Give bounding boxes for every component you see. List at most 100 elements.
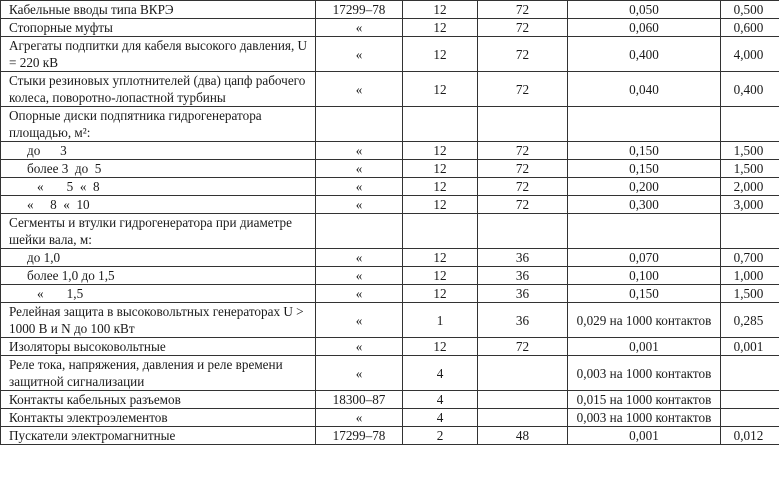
value-column-5: 0,150 — [567, 284, 721, 303]
value-column-4: 72 — [477, 195, 568, 214]
item-description: до 1,0 — [0, 248, 316, 267]
value-column-5: 0,070 — [567, 248, 721, 267]
value-column-3: 4 — [402, 408, 478, 427]
standard-number: « — [315, 284, 403, 303]
value-column-3: 4 — [402, 355, 478, 391]
value-column-3 — [402, 106, 478, 142]
table-row: более 1,0 до 1,5 «12 36 0,100 1,000 — [0, 266, 779, 285]
reliability-table: Кабельные вводы типа ВКРЭ 17299–78 12 72 0,0… — [0, 0, 779, 445]
value-column-5: 0,003 на 1000 контактов — [567, 408, 721, 427]
item-description: Контакты электроэлементов — [0, 408, 316, 427]
table-row: Опорные диски подпятника гидрогенератора… — [0, 106, 779, 142]
table-row: « 1,5 «12 36 0,150 1,500 — [0, 284, 779, 303]
value-column-5: 0,400 — [567, 36, 721, 72]
item-description: более 3 до 5 — [0, 159, 316, 178]
value-column-3: 12 — [402, 248, 478, 267]
standard-number: « — [315, 36, 403, 72]
value-column-5: 0,300 — [567, 195, 721, 214]
value-column-6: 0,700 — [720, 248, 779, 267]
standard-number: « — [315, 248, 403, 267]
table-row: Стыки резиновых уплотнителей (два) цапф … — [0, 71, 779, 107]
table-row: до 1,0 «12 36 0,070 0,700 — [0, 248, 779, 267]
item-description: Контакты кабельных разъемов — [0, 390, 316, 409]
value-column-6: 2,000 — [720, 177, 779, 196]
value-column-5: 0,029 на 1000 контактов — [567, 302, 721, 338]
value-column-4 — [477, 390, 568, 409]
value-column-3: 12 — [402, 0, 478, 19]
value-column-3: 12 — [402, 284, 478, 303]
value-column-3: 12 — [402, 141, 478, 160]
value-column-6: 0,600 — [720, 18, 779, 37]
standard-number: 18300–87 — [315, 390, 403, 409]
table-row: Контакты электроэлементов «4 0,003 на 1000… — [0, 408, 779, 427]
value-column-4: 72 — [477, 18, 568, 37]
value-column-5: 0,001 — [567, 426, 721, 445]
standard-number: « — [315, 71, 403, 107]
value-column-5: 0,200 — [567, 177, 721, 196]
standard-number: « — [315, 302, 403, 338]
value-column-4: 72 — [477, 0, 568, 19]
value-column-6: 4,000 — [720, 36, 779, 72]
value-column-6: 1,500 — [720, 159, 779, 178]
value-column-3: 12 — [402, 337, 478, 356]
standard-number: « — [315, 266, 403, 285]
value-column-4: 72 — [477, 71, 568, 107]
value-column-3: 12 — [402, 266, 478, 285]
item-description: Пускатели электромагнитные — [0, 426, 316, 445]
table-row: Агрегаты подпитки для кабеля высокого да… — [0, 36, 779, 72]
value-column-3: 12 — [402, 18, 478, 37]
value-column-4: 72 — [477, 141, 568, 160]
standard-number: « — [315, 195, 403, 214]
table-row: Сегменты и втулки гидрогенератора при ди… — [0, 213, 779, 249]
table-row: « 5 « 8 «12 72 0,200 2,000 — [0, 177, 779, 196]
value-column-4: 36 — [477, 266, 568, 285]
standard-number: « — [315, 177, 403, 196]
item-description: Стопорные муфты — [0, 18, 316, 37]
table-row: Кабельные вводы типа ВКРЭ 17299–78 12 72 0,0… — [0, 0, 779, 19]
value-column-5: 0,060 — [567, 18, 721, 37]
value-column-4: 36 — [477, 302, 568, 338]
value-column-6: 0,500 — [720, 0, 779, 19]
standard-number: « — [315, 141, 403, 160]
item-description: более 1,0 до 1,5 — [0, 266, 316, 285]
value-column-4: 72 — [477, 337, 568, 356]
value-column-5: 0,150 — [567, 141, 721, 160]
value-column-4: 48 — [477, 426, 568, 445]
value-column-4 — [477, 355, 568, 391]
value-column-6: 1,500 — [720, 141, 779, 160]
standard-number — [315, 106, 403, 142]
table-row: Контакты кабельных разъемов 18300–87 4 0,01… — [0, 390, 779, 409]
item-description: Сегменты и втулки гидрогенератора при ди… — [0, 213, 316, 249]
value-column-6 — [720, 213, 779, 249]
value-column-6: 0,001 — [720, 337, 779, 356]
standard-number: « — [315, 337, 403, 356]
value-column-6: 0,400 — [720, 71, 779, 107]
item-description: « 5 « 8 — [0, 177, 316, 196]
value-column-6: 1,000 — [720, 266, 779, 285]
table-row: Пускатели электромагнитные 17299–78 2 48 0,0… — [0, 426, 779, 445]
value-column-4: 36 — [477, 248, 568, 267]
value-column-4: 72 — [477, 36, 568, 72]
value-column-5: 0,150 — [567, 159, 721, 178]
table-row: до 3 «12 72 0,150 1,500 — [0, 141, 779, 160]
standard-number: « — [315, 18, 403, 37]
standard-number: 17299–78 — [315, 0, 403, 19]
value-column-6: 0,285 — [720, 302, 779, 338]
table-row: Реле тока, напряжения, давления и реле в… — [0, 355, 779, 391]
value-column-4 — [477, 213, 568, 249]
table-body: Кабельные вводы типа ВКРЭ 17299–78 12 72 0,0… — [0, 0, 779, 445]
table-row: Стопорные муфты «12 72 0,060 0,600 — [0, 18, 779, 37]
value-column-6 — [720, 355, 779, 391]
value-column-5 — [567, 213, 721, 249]
item-description: « 8 « 10 — [0, 195, 316, 214]
table-row: более 3 до 5 «12 72 0,150 1,500 — [0, 159, 779, 178]
value-column-3: 4 — [402, 390, 478, 409]
standard-number: « — [315, 355, 403, 391]
value-column-6: 0,012 — [720, 426, 779, 445]
standard-number: 17299–78 — [315, 426, 403, 445]
value-column-5: 0,001 — [567, 337, 721, 356]
table-row: Релейная защита в высоковольтных генерат… — [0, 302, 779, 338]
value-column-3: 12 — [402, 177, 478, 196]
value-column-4: 36 — [477, 284, 568, 303]
table-row: Изоляторы высоковольтные «12 72 0,001 0,001 — [0, 337, 779, 356]
